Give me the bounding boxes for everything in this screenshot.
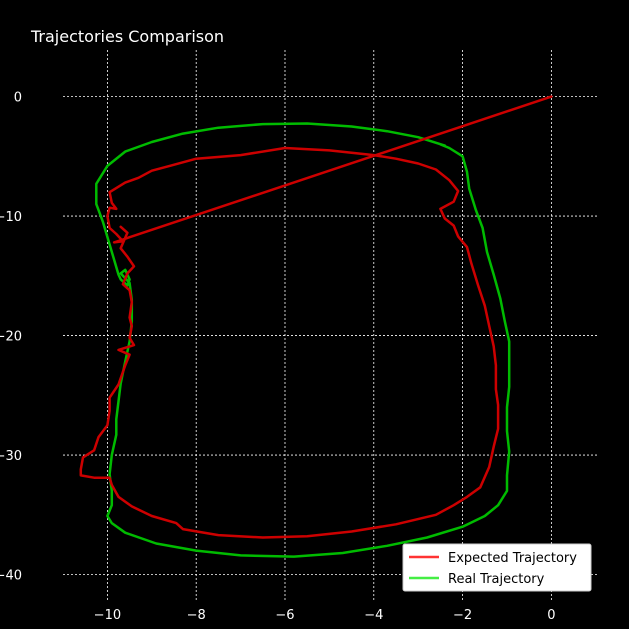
x-tick-label: −4	[364, 608, 383, 623]
y-tick-label: −20	[0, 330, 22, 345]
x-tick-label: −2	[453, 608, 472, 623]
series-line-real-trajectory	[95, 122, 511, 558]
x-tick-label: 0	[547, 608, 555, 623]
legend-label-real: Real Trajectory	[448, 572, 545, 587]
y-tick-label: 0	[14, 91, 22, 106]
y-tick-label: −30	[0, 449, 22, 464]
x-tick-label: −6	[275, 608, 294, 623]
x-tick-label: −8	[187, 608, 206, 623]
chart-title: Trajectories Comparison	[30, 27, 224, 46]
series-line-expected-trajectory	[79, 95, 553, 539]
legend: Expected Trajectory Real Trajectory	[402, 543, 592, 592]
y-tick-label: −10	[0, 210, 22, 225]
legend-label-expected: Expected Trajectory	[448, 551, 577, 566]
grid-lines	[63, 50, 598, 602]
tick-labels: −10 −8 −6 −4 −2 00−10−20−30−40	[0, 91, 556, 623]
x-tick-label: −10	[94, 608, 121, 623]
y-tick-label: −40	[0, 569, 22, 584]
series-lines	[79, 95, 553, 558]
legend-box	[402, 543, 592, 592]
